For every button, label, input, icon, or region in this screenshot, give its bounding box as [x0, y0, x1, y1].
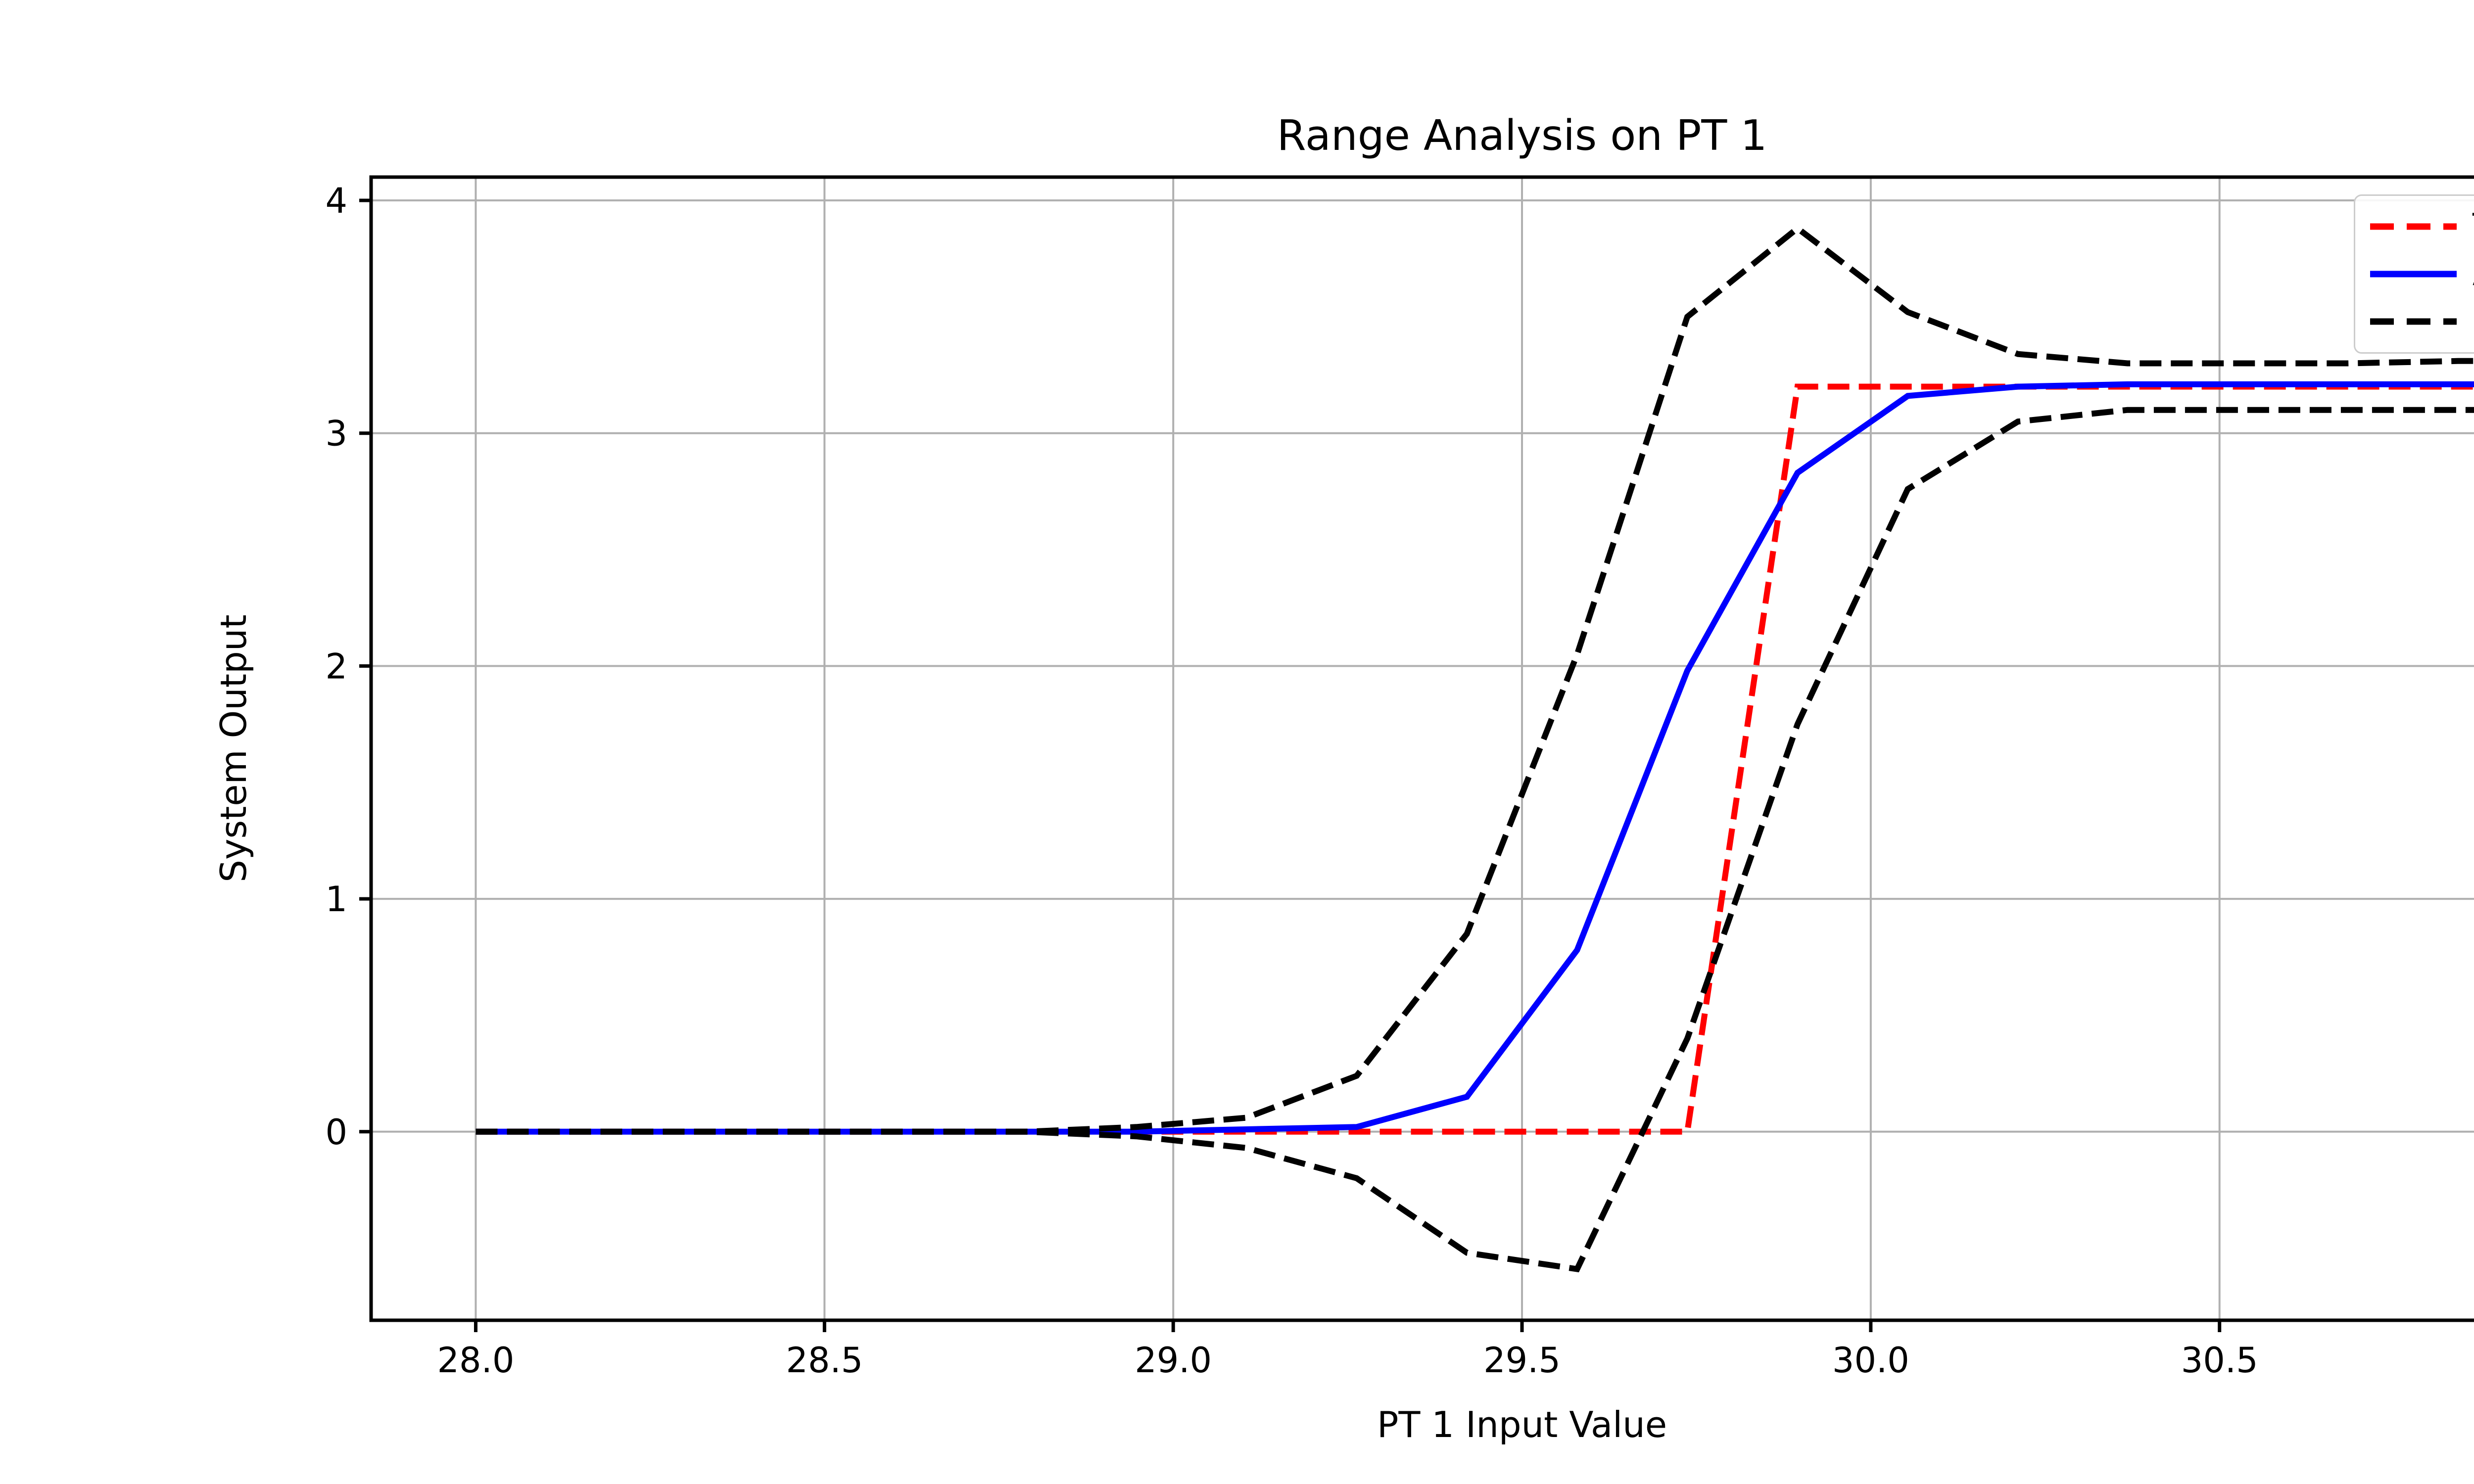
legend-item-1st-dev: 1st Dev	[2370, 298, 2474, 345]
legend-line-sample	[2370, 271, 2457, 278]
y-tick-label: 4	[325, 181, 347, 221]
legend-label: True Value	[2473, 210, 2474, 243]
axes-spines	[369, 175, 2474, 1322]
legend-item-true-value: True Value	[2370, 203, 2474, 250]
x-axis-label: PT 1 Input Value	[1377, 1404, 1667, 1445]
series-true-value	[476, 383, 2474, 1135]
x-tick-label: 30.5	[2181, 1340, 2258, 1381]
series-average	[476, 381, 2474, 1135]
y-tick-label: 3	[325, 414, 347, 454]
x-tick-label: 29.5	[1483, 1340, 1561, 1381]
legend-label: Average	[2473, 257, 2474, 291]
legend-line-sample	[2370, 223, 2457, 230]
series-1st-dev-upper	[476, 224, 2474, 1135]
series-1st-dev-lower	[476, 407, 2474, 1273]
y-tick-label: 0	[325, 1112, 347, 1153]
y-tick-label: 2	[325, 646, 347, 687]
legend: True Value Average 1st Dev	[2354, 194, 2474, 354]
y-tick-label: 1	[325, 879, 347, 920]
legend-line-sample	[2370, 318, 2457, 325]
x-tick-label: 30.0	[1832, 1340, 1909, 1381]
legend-label: 1st Dev	[2473, 305, 2474, 338]
x-tick-label: 29.0	[1135, 1340, 1212, 1381]
legend-item-average: Average	[2370, 250, 2474, 298]
x-tick-label: 28.0	[437, 1340, 515, 1381]
chart-title: Range Analysis on PT 1	[1277, 111, 1767, 160]
x-tick-label: 28.5	[786, 1340, 863, 1381]
